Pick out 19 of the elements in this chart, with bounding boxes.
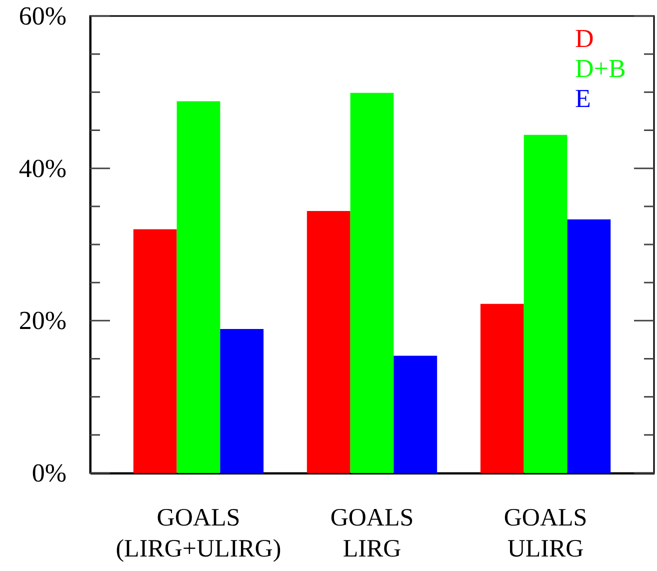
bar [176,101,220,473]
text: D+B [575,54,626,83]
x-tick-label: GOALS LIRG [330,504,414,562]
text: E [575,84,591,113]
bar [567,219,611,473]
x-tick-label: GOALS ULIRG [504,504,588,562]
bar [480,304,524,473]
y-tick-label: 20% [18,306,66,336]
bar [350,92,394,473]
y-tick-label: 60% [18,2,66,30]
bar [220,329,264,473]
bar [133,229,177,473]
bar [306,210,350,473]
text: D [575,24,594,53]
y-tick-label: 40% [18,154,66,183]
y-tick-label: 0% [32,458,66,488]
bar [394,356,438,473]
bar [524,134,568,473]
x-tick-label: GOALS (LIRG+ULIRG) [116,504,282,562]
